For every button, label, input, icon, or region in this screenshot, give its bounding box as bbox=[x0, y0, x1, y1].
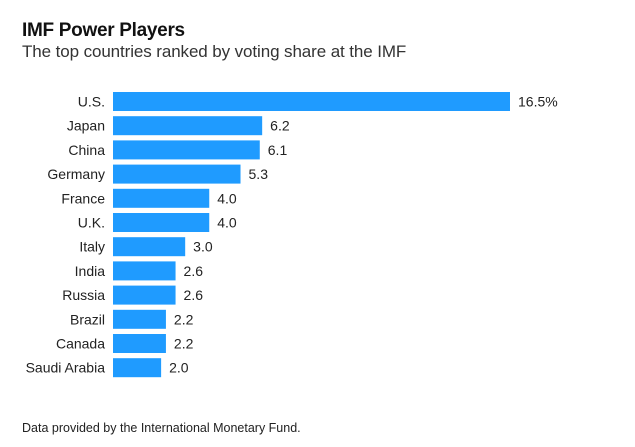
bar-u-s bbox=[113, 92, 510, 111]
category-label: China bbox=[68, 142, 105, 158]
category-label: France bbox=[61, 190, 105, 206]
bar-france bbox=[113, 188, 210, 208]
value-label: 2.6 bbox=[184, 287, 204, 303]
bar-india bbox=[113, 261, 176, 281]
value-label: 3.0 bbox=[193, 239, 213, 255]
category-label: Brazil bbox=[70, 311, 105, 327]
value-label: 2.2 bbox=[174, 336, 194, 352]
category-label: Saudi Arabia bbox=[26, 360, 106, 376]
bar-germany bbox=[113, 164, 241, 184]
category-label: Germany bbox=[47, 166, 105, 182]
bar-brazil bbox=[113, 309, 166, 329]
value-label: 4.0 bbox=[217, 215, 237, 231]
value-label: 2.6 bbox=[184, 263, 204, 279]
category-label: U.K. bbox=[78, 215, 105, 231]
value-label: 5.3 bbox=[249, 166, 269, 182]
value-label: 16.5% bbox=[518, 94, 558, 110]
category-label: Japan bbox=[67, 118, 105, 134]
chart-title: IMF Power Players bbox=[22, 20, 185, 41]
bar-canada bbox=[113, 334, 166, 353]
value-label: 4.0 bbox=[217, 190, 237, 206]
value-label: 6.2 bbox=[270, 118, 290, 134]
chart-subtitle: The top countries ranked by voting share… bbox=[22, 42, 407, 61]
category-label: Canada bbox=[56, 336, 105, 352]
value-label: 6.1 bbox=[268, 142, 288, 158]
category-label: U.S. bbox=[78, 94, 105, 110]
bar-u-k bbox=[113, 213, 210, 232]
category-label: Russia bbox=[62, 287, 105, 303]
value-label: 2.0 bbox=[169, 360, 189, 376]
source-footnote: Data provided by the International Monet… bbox=[22, 421, 301, 435]
category-label: India bbox=[75, 263, 106, 279]
category-label: Italy bbox=[79, 239, 105, 255]
bar-china bbox=[113, 140, 260, 160]
bar-saudi-arabia bbox=[113, 358, 162, 378]
bar-russia bbox=[113, 285, 176, 305]
bar-italy bbox=[113, 237, 186, 257]
bar-japan bbox=[113, 116, 263, 136]
value-label: 2.2 bbox=[174, 311, 194, 327]
